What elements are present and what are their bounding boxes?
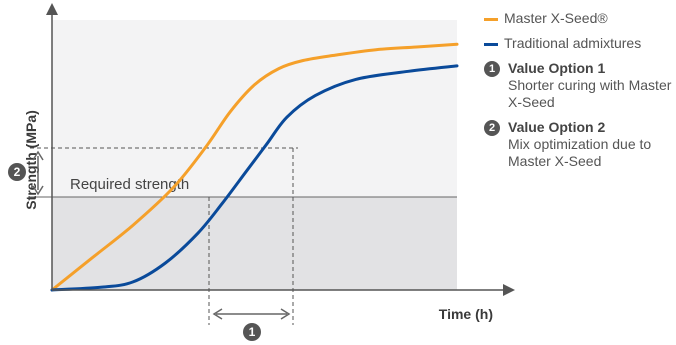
x-axis-arrow bbox=[503, 284, 515, 296]
option-2-badge-number: 2 bbox=[14, 165, 21, 179]
option-2-title: Value Option 2 bbox=[508, 119, 606, 135]
legend-label: Traditional admixtures bbox=[504, 35, 642, 51]
option-1-title: Value Option 1 bbox=[508, 60, 606, 76]
option-2-legend-badge: 2 bbox=[484, 120, 500, 136]
option-1-badge bbox=[243, 323, 261, 341]
legend-label: Master X-Seed® bbox=[504, 10, 608, 26]
plot-background-lower bbox=[52, 197, 457, 290]
x-axis-label: Time (h) bbox=[439, 306, 493, 322]
plot-background-upper bbox=[52, 20, 457, 197]
legend-item-traditional: Traditional admixtures bbox=[484, 35, 674, 52]
series-line-traditional bbox=[50, 64, 459, 292]
option-2-description: Mix optimization due to Master X-Seed bbox=[508, 136, 652, 169]
option-1-description: Shorter curing with Master X-Seed bbox=[508, 77, 672, 110]
legend-item-master-x-seed: Master X-Seed® bbox=[484, 10, 674, 27]
series-line-master-x-seed bbox=[50, 42, 459, 292]
legend-swatch-orange bbox=[484, 18, 498, 21]
option-2-arrow bbox=[32, 150, 44, 196]
legend: Master X-Seed® Traditional admixtures 1 … bbox=[484, 10, 674, 178]
y-axis-label: Strength (MPa) bbox=[23, 110, 39, 210]
option-1-arrow bbox=[212, 308, 291, 320]
y-axis-arrow bbox=[46, 3, 58, 15]
option-2-badge bbox=[8, 163, 26, 181]
required-strength-label: Required strength bbox=[70, 176, 189, 193]
value-option-2: 2 Value Option 2 Mix optimization due to… bbox=[484, 119, 674, 170]
option-1-badge-number: 1 bbox=[249, 325, 256, 339]
legend-swatch-blue bbox=[484, 43, 498, 46]
option-1-legend-badge: 1 bbox=[484, 61, 500, 77]
series-lines bbox=[50, 42, 459, 292]
value-option-1: 1 Value Option 1 Shorter curing with Mas… bbox=[484, 60, 674, 111]
